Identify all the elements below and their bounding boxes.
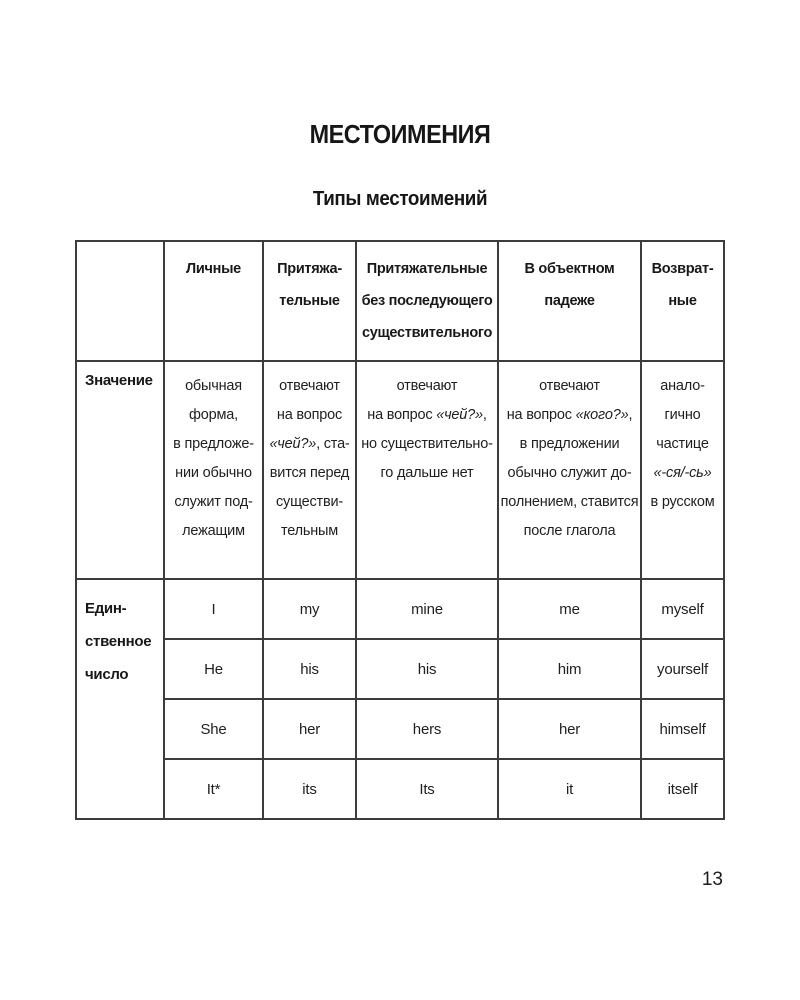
pronoun-cell: her [262, 698, 357, 760]
page-number: 13 [701, 869, 723, 890]
pronoun-cell: it [497, 758, 642, 820]
page-title: МЕСТОИМЕНИЯ [309, 119, 491, 149]
section-title: Типы местоимений [312, 188, 488, 210]
meaning-row: Значение обычная форма, в предложе-нии обыч… [75, 360, 725, 580]
table-row: He his his him yourself [76, 638, 725, 700]
pronoun-cell: its [262, 758, 357, 820]
table-row: It* its Its it itself [76, 758, 725, 820]
pronoun-cell: my [262, 578, 357, 640]
column-header: Возврат-ные [640, 240, 725, 362]
pronoun-cell: yourself [640, 638, 725, 700]
meaning-cell: отвечают на вопрос «кого?», в предложении о… [497, 360, 642, 580]
pronoun-cell: her [497, 698, 642, 760]
column-header: Притяжательные без последующего существите… [355, 240, 499, 362]
table-header-row: Личные Притяжа-тельные Притяжательные без п… [75, 240, 725, 362]
meaning-cell: отвечают на вопрос «чей?», но существитель… [355, 360, 499, 580]
meaning-cell: отвечают на вопрос «чей?», ста-вится перед… [262, 360, 357, 580]
table-row: She her hers her himself [76, 698, 725, 760]
pronoun-cell: me [497, 578, 642, 640]
pronoun-cell: I [163, 578, 264, 640]
corner-cell [75, 240, 165, 362]
row-group-label: Един-ственное число [75, 578, 165, 820]
pronoun-cell: It* [163, 758, 264, 820]
pronoun-cell: He [163, 638, 264, 700]
pronoun-cell: his [262, 638, 357, 700]
pronoun-cell: his [355, 638, 499, 700]
pronoun-cell: himself [640, 698, 725, 760]
pronoun-cell: hers [355, 698, 499, 760]
pronoun-types-table: Личные Притяжа-тельные Притяжательные без п… [75, 240, 725, 820]
pronoun-cell: myself [640, 578, 725, 640]
pronoun-cell: Its [355, 758, 499, 820]
pronoun-cell: She [163, 698, 264, 760]
column-header: Личные [163, 240, 264, 362]
pronoun-cell: itself [640, 758, 725, 820]
column-header: В объектном падеже [497, 240, 642, 362]
meaning-cell: анало-гично частице «-ся/-сь» в русском [640, 360, 725, 580]
column-header: Притяжа-тельные [262, 240, 357, 362]
pronoun-cell: him [497, 638, 642, 700]
meaning-row-label: Значение [75, 360, 165, 580]
pronoun-cell: mine [355, 578, 499, 640]
meaning-cell: обычная форма, в предложе-нии обычно служит… [163, 360, 264, 580]
